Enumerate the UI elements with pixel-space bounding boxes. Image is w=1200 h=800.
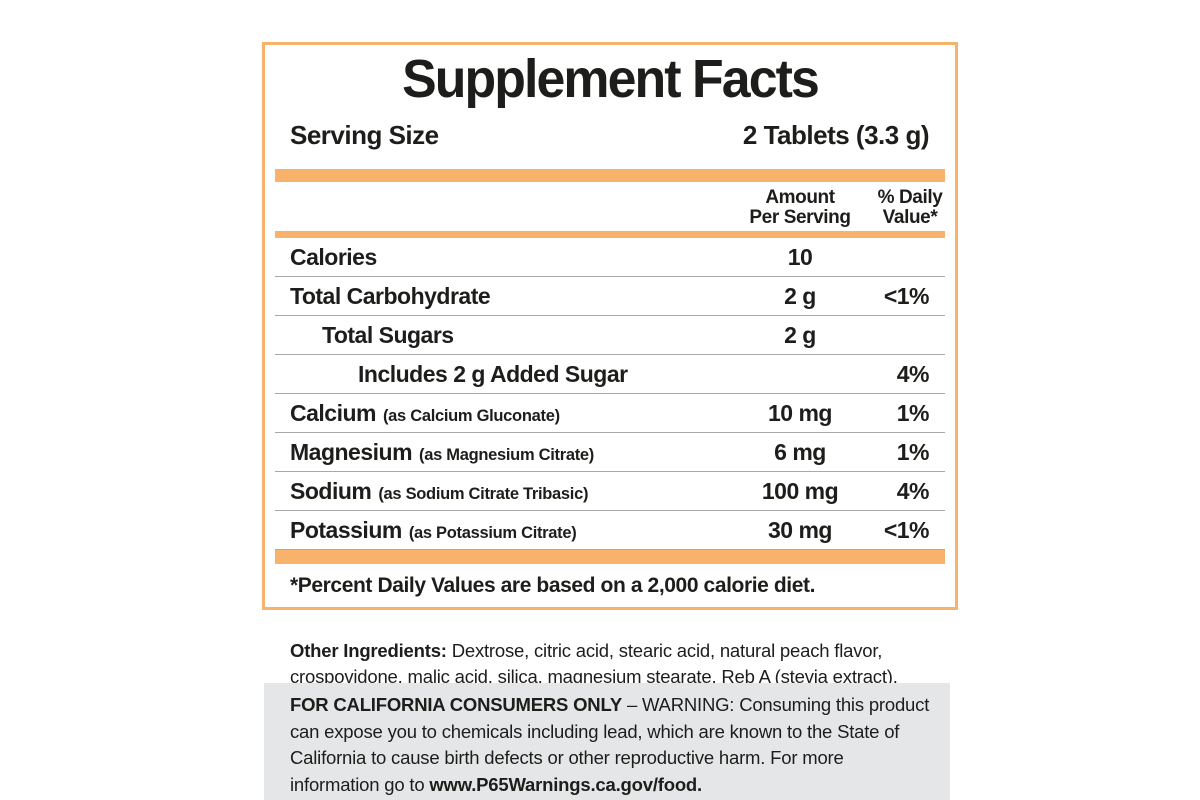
nutrient-name: Calcium xyxy=(290,399,376,426)
nutrient-name-cell: Total Sugars xyxy=(275,322,725,349)
california-warning-body: – WARNING: Consuming this product can ex… xyxy=(290,694,930,795)
california-warning-box: FOR CALIFORNIA CONSUMERS ONLY – WARNING:… xyxy=(264,683,950,800)
nutrient-amount: 10 mg xyxy=(768,399,832,426)
nutrient-daily-value: 4% xyxy=(896,360,930,387)
divider-bar-header xyxy=(275,231,945,238)
nutrient-name: Potassium xyxy=(290,516,402,543)
divider-bar-top xyxy=(275,169,945,182)
nutrient-name: Total Sugars xyxy=(322,321,454,348)
nutrient-rows: Calories 10 Total Carbohydrate 2 g <1% Total … xyxy=(275,238,945,550)
nutrient-row: Potassium (as Potassium Citrate) 30 mg <1% xyxy=(275,511,945,550)
other-ingredients: Other Ingredients: Dextrose, citric acid… xyxy=(290,638,950,690)
nutrient-row: Total Sugars 2 g xyxy=(275,316,945,355)
serving-size-value: 2 Tablets (3.3 g) xyxy=(742,120,930,150)
nutrient-name-cell: Calcium (as Calcium Gluconate) xyxy=(275,400,725,427)
nutrient-row: Magnesium (as Magnesium Citrate) 6 mg 1% xyxy=(275,433,945,472)
nutrient-name: Calories xyxy=(290,243,377,270)
nutrient-name-cell: Calories xyxy=(275,244,725,271)
nutrient-daily-value: 1% xyxy=(896,399,930,426)
daily-value-footnote: *Percent Daily Values are based on a 2,0… xyxy=(290,573,816,597)
nutrient-row: Sodium (as Sodium Citrate Tribasic) 100 mg… xyxy=(275,472,945,511)
nutrient-name-cell: Sodium (as Sodium Citrate Tribasic) xyxy=(275,478,725,505)
nutrient-row: Calories 10 xyxy=(275,238,945,277)
nutrient-amount: 30 mg xyxy=(768,516,832,543)
nutrient-amount: 6 mg xyxy=(774,438,826,465)
dv-header-line1: % Daily xyxy=(877,187,943,208)
nutrient-name-cell: Magnesium (as Magnesium Citrate) xyxy=(275,439,725,466)
california-warning-url: www.P65Warnings.ca.gov/food. xyxy=(429,773,702,795)
panel-title: Supplement Facts xyxy=(402,49,820,109)
divider-bar-bottom xyxy=(275,550,945,564)
nutrient-source: (as Magnesium Citrate) xyxy=(419,445,594,464)
columns-header: Amount Per Serving % Daily Value* xyxy=(275,182,945,231)
nutrient-name-cell: Total Carbohydrate xyxy=(275,283,725,310)
nutrient-name: Magnesium xyxy=(290,438,413,465)
daily-value-column-header: % Daily Value* xyxy=(875,188,945,228)
nutrient-name: Sodium xyxy=(290,477,372,504)
supplement-facts-panel: Supplement Facts Serving Size 2 Tablets … xyxy=(262,42,958,610)
nutrient-name: Includes 2 g Added Sugar xyxy=(358,360,628,387)
amount-column-header: Amount Per Serving xyxy=(725,188,875,228)
nutrient-row: Calcium (as Calcium Gluconate) 10 mg 1% xyxy=(275,394,945,433)
dv-header-line2: Value* xyxy=(882,207,938,228)
nutrient-source: (as Potassium Citrate) xyxy=(408,523,577,542)
nutrient-source: (as Calcium Gluconate) xyxy=(382,406,560,425)
nutrient-daily-value: 1% xyxy=(896,438,930,465)
amount-header-line1: Amount xyxy=(765,187,835,208)
nutrient-amount: 2 g xyxy=(784,282,816,309)
nutrient-daily-value: <1% xyxy=(883,282,930,309)
nutrient-name-cell: Includes 2 g Added Sugar xyxy=(275,361,725,388)
california-warning-lead: FOR CALIFORNIA CONSUMERS ONLY xyxy=(290,694,623,715)
nutrient-amount: 100 mg xyxy=(761,477,839,504)
nutrient-amount: 2 g xyxy=(784,321,816,348)
amount-header-line2: Per Serving xyxy=(749,207,851,228)
serving-size-label: Serving Size xyxy=(290,120,439,150)
nutrient-name: Total Carbohydrate xyxy=(290,282,491,309)
serving-size-row: Serving Size 2 Tablets (3.3 g) xyxy=(275,109,945,155)
nutrient-name-cell: Potassium (as Potassium Citrate) xyxy=(275,517,725,544)
nutrient-source: (as Sodium Citrate Tribasic) xyxy=(378,484,589,503)
other-ingredients-text: Dextrose, citric acid, stearic acid, nat… xyxy=(290,639,898,687)
other-ingredients-label: Other Ingredients: xyxy=(290,639,447,661)
nutrient-daily-value: <1% xyxy=(883,516,930,543)
nutrient-row: Includes 2 g Added Sugar 4% xyxy=(275,355,945,394)
nutrient-row: Total Carbohydrate 2 g <1% xyxy=(275,277,945,316)
nutrient-daily-value: 4% xyxy=(896,477,930,504)
nutrient-amount: 10 xyxy=(787,243,813,270)
